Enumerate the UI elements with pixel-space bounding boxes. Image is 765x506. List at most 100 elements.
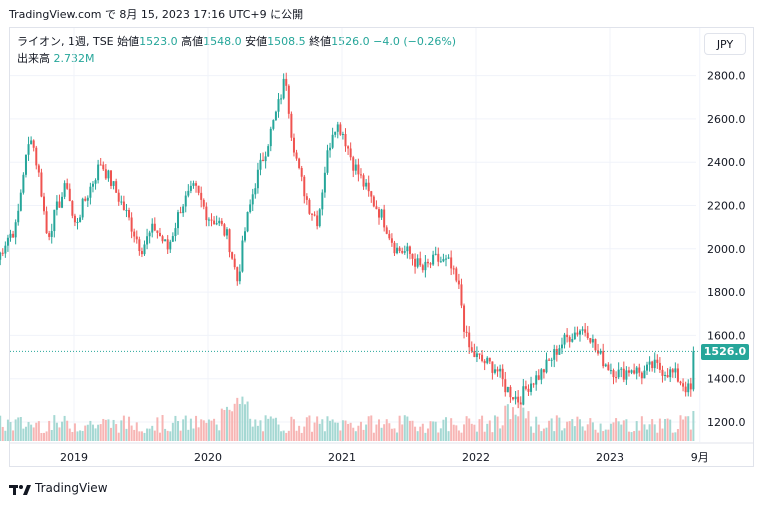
candle-body bbox=[393, 242, 396, 254]
candle-body bbox=[140, 251, 143, 255]
volume-bar bbox=[300, 432, 303, 441]
volume-bar bbox=[313, 422, 316, 441]
candle-body bbox=[447, 257, 450, 259]
volume-bar bbox=[43, 432, 46, 441]
candle-body bbox=[671, 369, 674, 373]
candle-body bbox=[63, 183, 66, 197]
candle-body bbox=[638, 367, 641, 373]
candle-body bbox=[231, 252, 234, 259]
volume-bar bbox=[256, 425, 259, 441]
volume-bar bbox=[12, 430, 15, 441]
candle-body bbox=[424, 261, 427, 271]
volume-bar bbox=[638, 430, 641, 441]
volume-bar bbox=[460, 432, 463, 441]
x-tick-label: 2020 bbox=[194, 451, 222, 464]
candle-body bbox=[385, 227, 388, 234]
volume-bar bbox=[179, 430, 182, 441]
volume-bar bbox=[318, 423, 321, 441]
candle-body bbox=[352, 157, 355, 171]
candle-body bbox=[79, 217, 82, 222]
volume-bar bbox=[14, 419, 17, 441]
volume-bar bbox=[120, 420, 123, 441]
volume-bar bbox=[452, 424, 455, 441]
volume-bar bbox=[140, 431, 143, 441]
volume-bar bbox=[584, 430, 587, 441]
volume-bar bbox=[117, 432, 120, 441]
volume-bar bbox=[349, 422, 352, 441]
volume-bar bbox=[218, 430, 221, 441]
candle-body bbox=[285, 78, 288, 86]
publish-info: TradingView.com で 8月 15, 2023 17:16 UTC+… bbox=[9, 8, 304, 21]
candle-body bbox=[607, 364, 610, 371]
high-label: 高値 bbox=[181, 35, 204, 48]
candle-body bbox=[303, 176, 306, 197]
volume-bar bbox=[689, 429, 692, 441]
volume-bar bbox=[535, 416, 538, 441]
candle-body bbox=[646, 364, 649, 371]
candle-body bbox=[406, 246, 409, 252]
volume-bar bbox=[455, 425, 458, 441]
candle-body bbox=[367, 182, 370, 192]
volume-bar bbox=[653, 424, 656, 441]
volume-bar bbox=[522, 407, 525, 441]
volume-bar bbox=[658, 418, 661, 441]
candle-body bbox=[148, 232, 151, 237]
candle-body bbox=[12, 233, 15, 238]
volume-bar bbox=[602, 431, 605, 441]
volume-bar bbox=[352, 427, 355, 441]
volume-bar bbox=[548, 420, 551, 441]
candle-body bbox=[537, 375, 540, 380]
candle-body bbox=[233, 258, 236, 268]
volume-bar bbox=[125, 428, 128, 441]
candle-body bbox=[609, 370, 612, 372]
candle-body bbox=[566, 334, 569, 338]
candle-body bbox=[256, 169, 259, 189]
volume-bar bbox=[161, 415, 164, 441]
volume-bar bbox=[40, 432, 43, 441]
candle-body bbox=[504, 379, 507, 393]
candle-body bbox=[481, 354, 484, 361]
candle-body bbox=[264, 156, 267, 162]
volume-bar bbox=[68, 428, 71, 441]
candle-body bbox=[359, 174, 362, 176]
currency-button[interactable]: JPY bbox=[704, 33, 746, 55]
candle-body bbox=[514, 396, 517, 400]
candle-body bbox=[164, 239, 167, 242]
candle-body bbox=[658, 362, 661, 370]
volume-bar bbox=[17, 417, 20, 441]
volume-bar bbox=[220, 408, 223, 441]
candle-body bbox=[298, 158, 301, 169]
candle-body bbox=[99, 164, 102, 166]
volume-bar bbox=[197, 427, 200, 441]
candle-body bbox=[339, 124, 342, 135]
candle-body bbox=[223, 224, 226, 236]
volume-bar bbox=[465, 416, 468, 441]
volume-bar bbox=[305, 417, 308, 441]
candle-body bbox=[630, 370, 633, 373]
candle-body bbox=[684, 386, 687, 393]
volume-bar bbox=[89, 420, 92, 441]
volume-bar bbox=[354, 431, 357, 441]
volume-bar bbox=[615, 418, 618, 441]
footer-brand[interactable]: TradingView bbox=[9, 481, 108, 495]
volume-bar bbox=[406, 416, 409, 441]
candle-body bbox=[143, 244, 146, 255]
close-label: 終値 bbox=[309, 35, 332, 48]
candle-body bbox=[200, 192, 203, 200]
volume-bar bbox=[597, 432, 600, 441]
candle-body bbox=[115, 181, 118, 193]
candle-body bbox=[689, 383, 692, 390]
volume-bar bbox=[648, 424, 651, 441]
candle-body bbox=[282, 78, 285, 99]
candle-body bbox=[97, 164, 100, 181]
volume-bar bbox=[550, 418, 553, 441]
volume-bar bbox=[213, 418, 216, 441]
volume-bar bbox=[195, 415, 198, 441]
candle-body bbox=[244, 231, 247, 241]
volume-bar bbox=[146, 428, 149, 441]
candle-body bbox=[341, 133, 344, 135]
volume-bar bbox=[37, 421, 40, 441]
candle-body bbox=[576, 332, 579, 335]
symbol-label[interactable]: ライオン, 1週, TSE bbox=[17, 35, 114, 48]
